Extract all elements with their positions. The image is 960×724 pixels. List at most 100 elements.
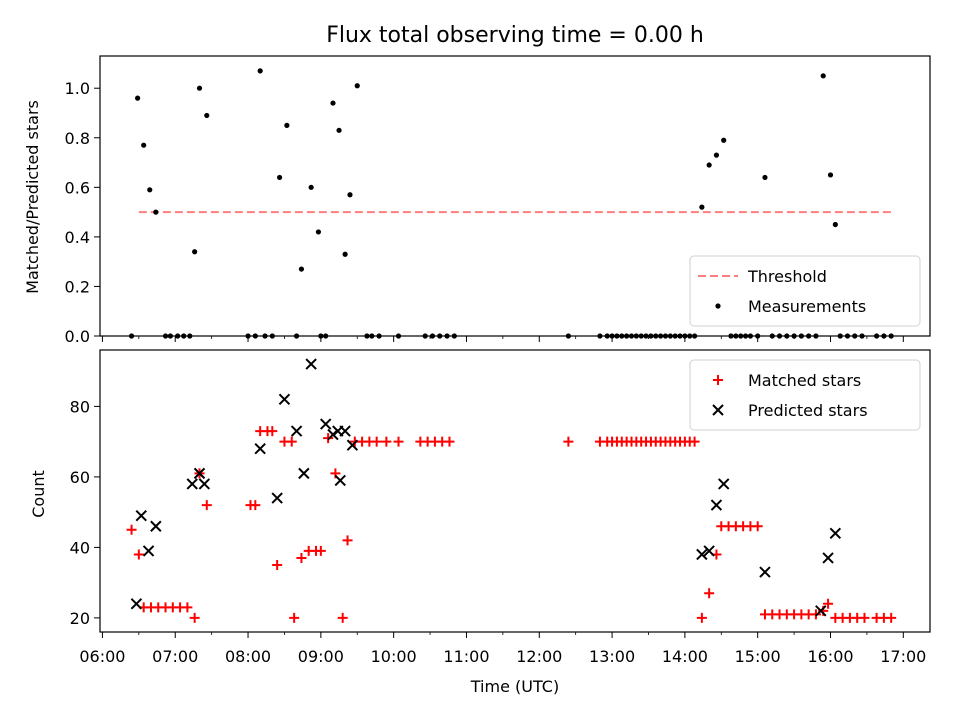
series-measurements <box>128 68 894 339</box>
data-point <box>315 229 322 235</box>
legend-marker <box>712 404 724 416</box>
series-matched-stars <box>126 426 897 623</box>
data-point <box>565 333 571 339</box>
legend-box <box>689 359 921 431</box>
data-point <box>733 333 739 339</box>
y-tick-label: 1.0 <box>65 79 90 98</box>
data-point <box>429 333 436 339</box>
data-point <box>776 333 783 339</box>
data-point <box>696 548 708 561</box>
data-point <box>691 333 698 339</box>
data-point <box>614 333 620 339</box>
data-point <box>175 333 181 339</box>
x-tick-label: 15:00 <box>735 647 781 666</box>
top-y-axis-label: Matched/Predicted stars <box>23 100 42 294</box>
data-point <box>874 333 880 339</box>
data-point <box>747 333 754 339</box>
data-point <box>437 333 443 339</box>
data-point <box>710 499 723 511</box>
data-point <box>638 333 644 339</box>
data-point <box>381 436 392 447</box>
data-point <box>704 588 715 599</box>
data-point <box>298 266 305 272</box>
data-point <box>769 333 775 339</box>
data-point <box>822 552 834 564</box>
x-tick-label: 07:00 <box>152 647 198 666</box>
data-point <box>135 509 147 522</box>
data-point <box>201 500 212 511</box>
x-tick-label: 14:00 <box>662 647 708 666</box>
chart-title: Flux total observing time = 0.00 h <box>326 23 704 48</box>
data-point <box>699 204 705 210</box>
x-tick-label: 17:00 <box>880 647 926 666</box>
y-tick-label: 20 <box>70 609 90 628</box>
data-point <box>250 500 261 511</box>
data-point <box>791 333 797 339</box>
data-point <box>181 333 187 339</box>
legend-label: Threshold <box>747 267 827 286</box>
data-point <box>286 436 297 447</box>
data-point <box>859 333 865 339</box>
data-point <box>371 436 382 447</box>
data-point <box>296 552 307 563</box>
data-point <box>192 249 198 255</box>
x-tick-label: 12:00 <box>516 647 562 666</box>
data-point <box>272 560 283 571</box>
data-point <box>759 566 771 578</box>
data-point <box>677 333 683 339</box>
data-point <box>886 612 897 623</box>
data-point <box>648 333 654 339</box>
data-point <box>315 545 326 556</box>
y-tick-label: 0.6 <box>65 178 90 197</box>
data-point <box>823 598 834 609</box>
data-point <box>422 333 428 339</box>
data-point <box>346 439 359 451</box>
data-point <box>262 333 268 339</box>
x-tick-label: 08:00 <box>225 647 271 666</box>
y-tick-label: 0.0 <box>65 327 90 346</box>
legend-marker <box>715 303 721 309</box>
data-point <box>713 152 720 158</box>
data-point <box>254 442 266 455</box>
y-tick-label: 40 <box>70 538 90 557</box>
data-point <box>881 333 887 339</box>
data-point <box>784 333 790 339</box>
axes-frame <box>99 55 931 337</box>
data-point <box>604 333 610 339</box>
data-point <box>150 520 162 532</box>
data-point <box>130 598 143 610</box>
data-point <box>182 602 193 613</box>
count-panel: 20 40 60 80 06:00 07:00 08:00 09:00 10:00 11:00 12… <box>70 349 931 666</box>
data-point <box>267 426 278 437</box>
legend-label: Predicted stars <box>748 401 868 420</box>
data-point <box>832 221 838 228</box>
data-point <box>276 174 283 181</box>
axes-frame <box>99 349 931 633</box>
data-point <box>336 127 342 133</box>
data-point <box>393 436 404 447</box>
data-point <box>837 333 843 339</box>
data-point <box>135 95 141 101</box>
x-tick-label: 11:00 <box>443 647 489 666</box>
data-point <box>318 333 324 339</box>
data-point <box>198 478 211 490</box>
y-tick-label: 0.4 <box>65 228 90 247</box>
series-predicted-stars <box>130 358 842 617</box>
data-point <box>126 524 137 535</box>
data-point <box>653 333 659 339</box>
data-point <box>718 478 730 490</box>
data-point <box>609 333 615 339</box>
data-point <box>451 333 457 339</box>
data-point <box>619 333 625 339</box>
data-point <box>762 174 768 181</box>
data-point <box>334 474 346 487</box>
x-axis-label: Time (UTC) <box>470 677 559 696</box>
data-point <box>167 333 173 339</box>
bottom-y-axis-label: Count <box>29 470 48 518</box>
data-point <box>738 333 744 339</box>
data-point <box>852 333 858 339</box>
data-point <box>820 73 826 79</box>
y-tick-label: 0.2 <box>65 277 90 296</box>
legend-label: Matched stars <box>748 371 861 390</box>
